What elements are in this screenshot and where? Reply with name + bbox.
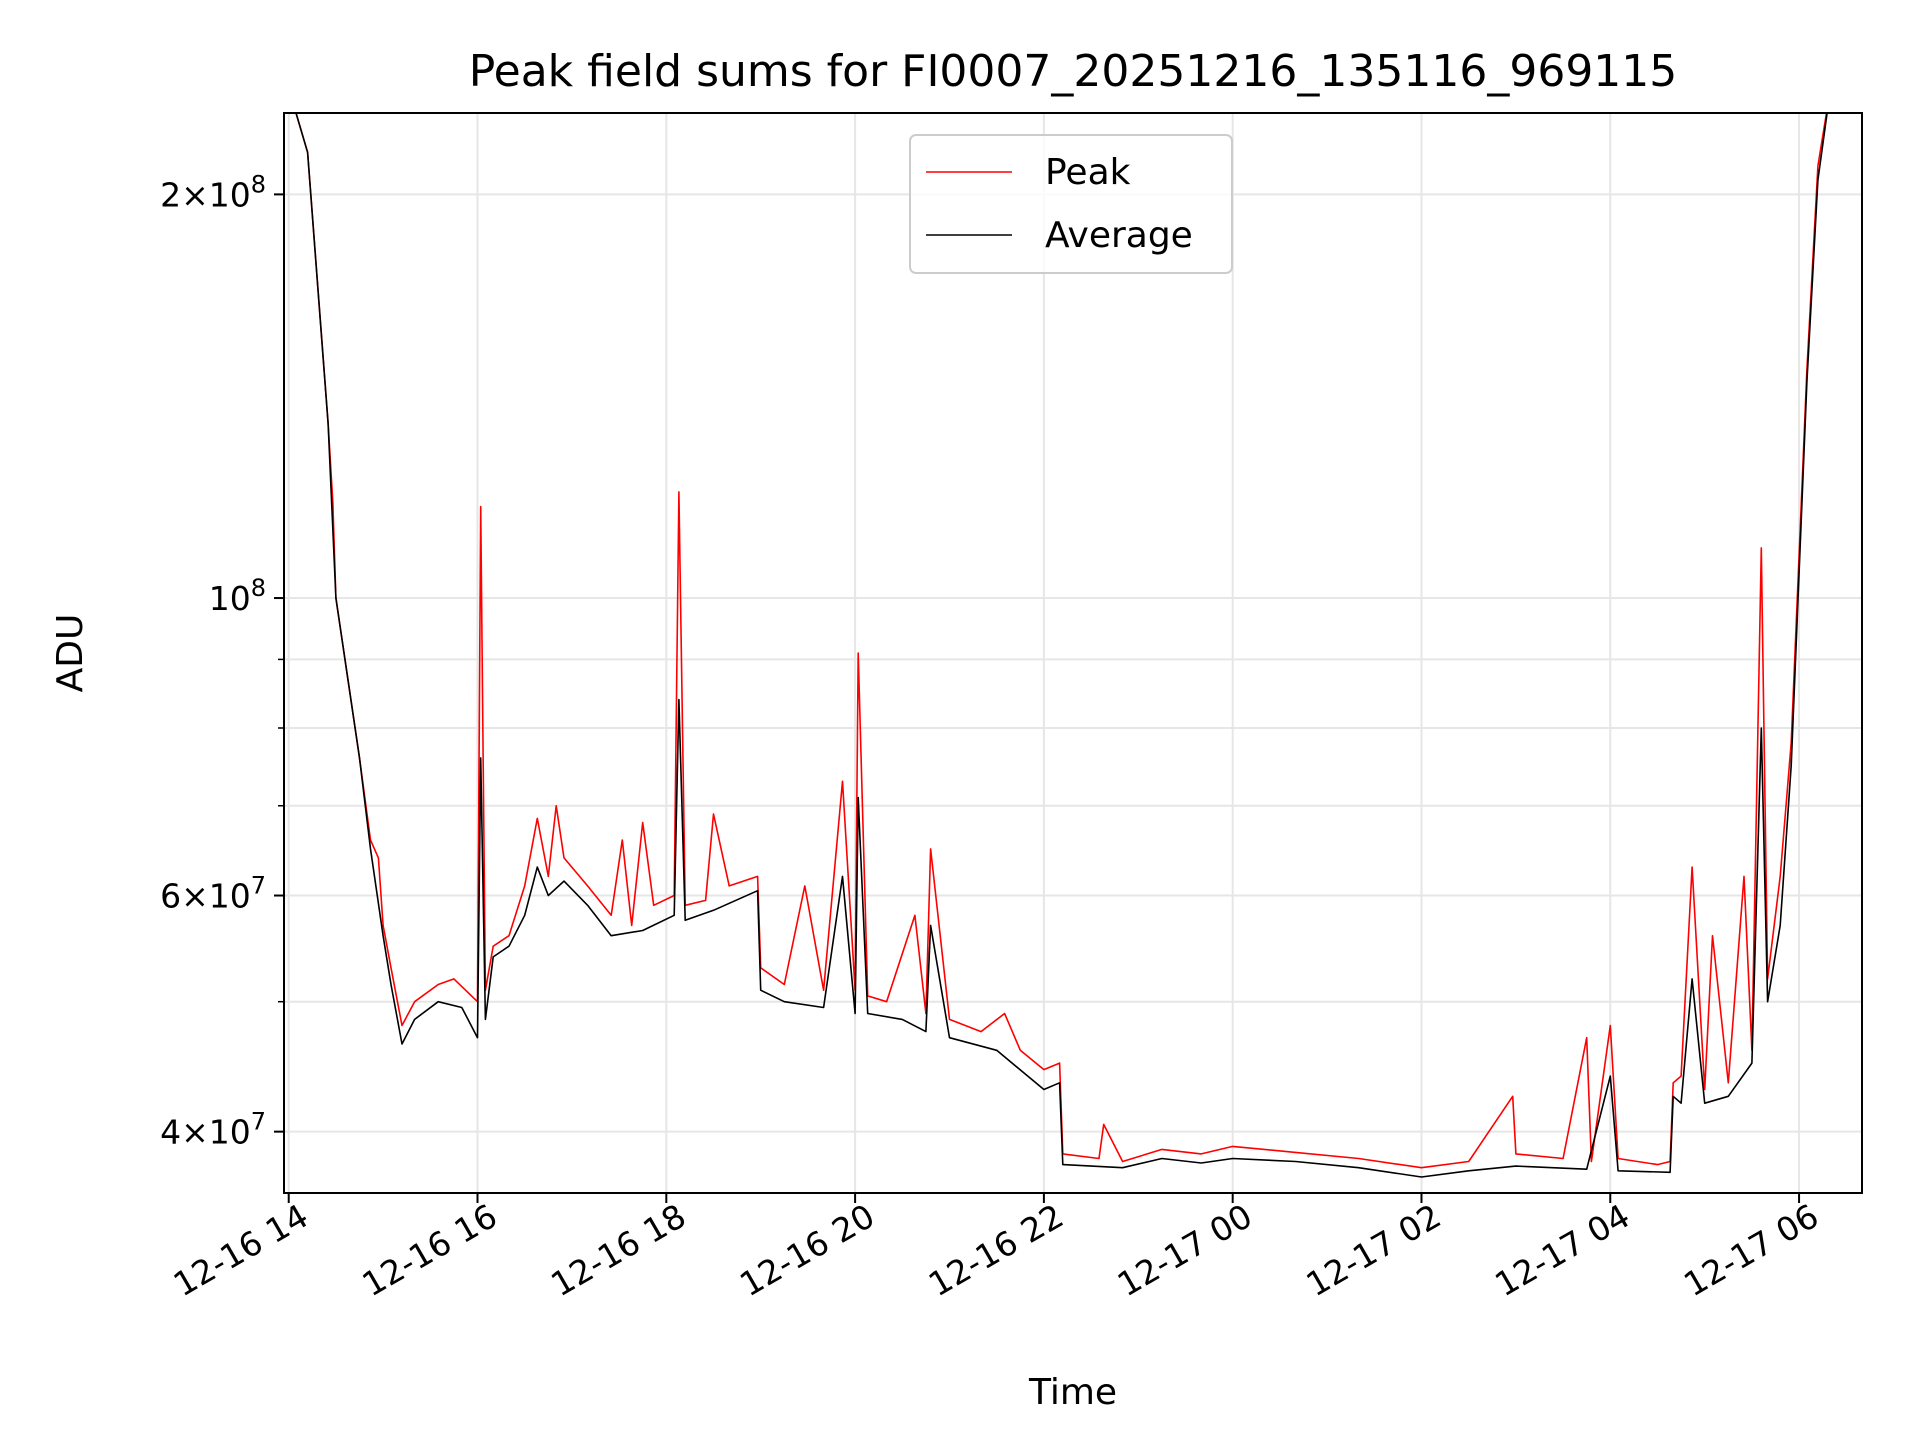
y-tick-label: 108 (209, 574, 266, 618)
y-tick-label: 2×108 (160, 170, 266, 214)
x-tick-label: 12-16 16 (356, 1196, 504, 1304)
legend-label-peak: Peak (1045, 152, 1131, 193)
y-tick-label: 6×107 (160, 872, 266, 916)
series-layer (295, 113, 1828, 1178)
y-axis: 4×107 6×107 108 2×108 (160, 170, 284, 1152)
x-axis-label: Time (1028, 1372, 1117, 1413)
x-tick-label: 12-17 04 (1488, 1196, 1636, 1304)
x-tick-label: 12-16 22 (922, 1196, 1070, 1304)
x-tick-label: 12-16 18 (544, 1196, 692, 1304)
legend: Peak Average (909, 134, 1233, 274)
y-axis-label: ADU (50, 614, 91, 693)
x-tick-label: 12-16 20 (733, 1196, 881, 1304)
x-axis: 12-16 14 12-16 16 12-16 18 12-16 20 12-16 22… (167, 1193, 1825, 1304)
plot-frame (283, 112, 1863, 1194)
x-tick-label: 12-17 00 (1111, 1196, 1259, 1304)
y-tick-label: 4×107 (160, 1108, 266, 1152)
x-tick-label: 12-17 02 (1299, 1196, 1447, 1304)
grid (284, 113, 1862, 1193)
chart-title: Peak field sums for FI0007_20251216_1351… (469, 46, 1678, 97)
legend-label-average: Average (1045, 215, 1193, 256)
series-line-average (295, 113, 1828, 1178)
x-tick-label: 12-16 14 (167, 1196, 315, 1304)
legend-box (909, 134, 1233, 274)
x-tick-label: 12-17 06 (1677, 1196, 1825, 1304)
